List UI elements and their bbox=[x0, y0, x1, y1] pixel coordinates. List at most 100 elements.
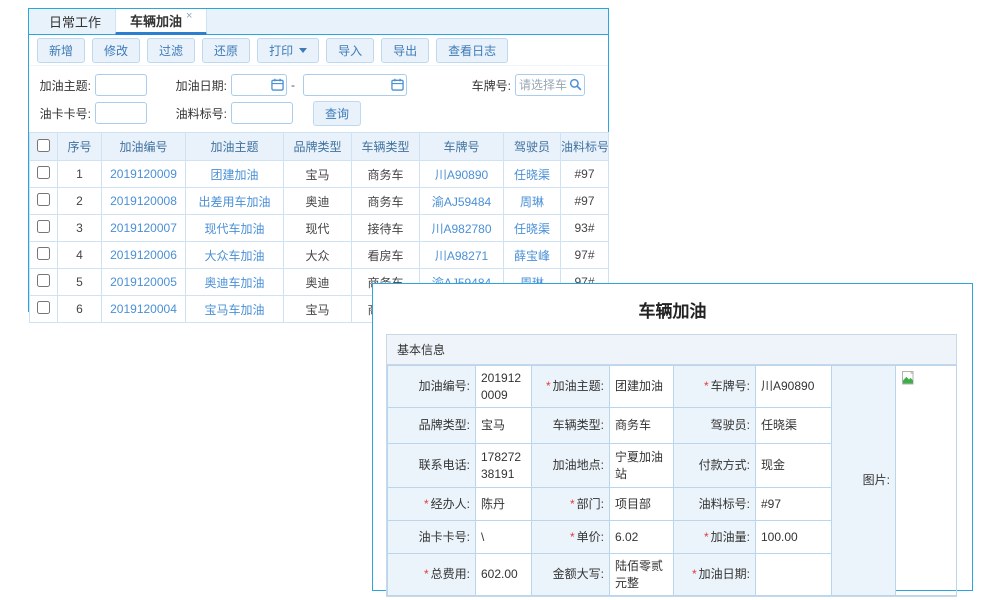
subject-label: * 加油主题: bbox=[531, 365, 610, 408]
plate-label: 车牌号: bbox=[471, 78, 511, 93]
detail-title: 车辆加油 bbox=[638, 302, 707, 321]
plate-link[interactable]: 川A98271 bbox=[434, 248, 489, 263]
subject-link[interactable]: 大众车加油 bbox=[204, 248, 265, 263]
import-button[interactable]: 导入 bbox=[326, 37, 375, 63]
location-label: 加油地点: bbox=[531, 443, 610, 488]
card-input[interactable] bbox=[95, 102, 147, 124]
filter-button[interactable]: 过滤 bbox=[147, 37, 196, 63]
price-label: * 单价: bbox=[531, 520, 610, 554]
fuel-id-label: 加油编号: bbox=[387, 365, 476, 408]
driver-link[interactable]: 任晓渠 bbox=[513, 221, 550, 236]
broken-image-icon bbox=[900, 370, 916, 389]
toolbar: 新增 修改 过滤 还原 打印 导入 导出 查看日志 bbox=[29, 35, 608, 66]
plate-select-input[interactable] bbox=[515, 74, 585, 96]
plate-select-wrap bbox=[515, 74, 585, 96]
row-checkbox[interactable] bbox=[37, 301, 50, 314]
subject-link[interactable]: 奥迪车加油 bbox=[204, 275, 265, 290]
fuel-id-link[interactable]: 2019120004 bbox=[110, 302, 177, 316]
amount-label: * 加油量: bbox=[673, 520, 756, 554]
detail-row: 加油编号: 2019120009 * 加油主题: 团建加油 * 车牌号: 川A908… bbox=[387, 365, 957, 596]
card-value: \ bbox=[475, 520, 532, 554]
grade-label: 油料标号: bbox=[175, 106, 227, 121]
date-from-wrap bbox=[231, 74, 287, 96]
row-checkbox[interactable] bbox=[37, 166, 50, 179]
required-mark: * bbox=[691, 567, 697, 582]
vtype-value: 商务车 bbox=[609, 407, 674, 444]
detail-row: 品牌类型: 宝马 车辆类型: 商务车 驾驶员: 任晓渠 bbox=[387, 407, 957, 444]
tab-vehicle-fuel[interactable]: 车辆加油 × bbox=[115, 9, 208, 35]
payment-value: 现金 bbox=[755, 443, 832, 488]
detail-row: 联系电话: 17827238191 加油地点: 宁夏加油站 付款方式: 现金 bbox=[387, 443, 957, 488]
subject-link[interactable]: 现代车加油 bbox=[204, 221, 265, 236]
subject-label: 加油主题: bbox=[39, 78, 91, 93]
card-label: 油卡卡号: bbox=[39, 106, 91, 121]
add-button[interactable]: 新增 bbox=[37, 37, 86, 63]
subject-link[interactable]: 团建加油 bbox=[210, 167, 259, 182]
plate-label: * 车牌号: bbox=[673, 365, 756, 408]
col-seq: 序号 bbox=[57, 132, 102, 161]
col-subject: 加油主题 bbox=[185, 132, 284, 161]
export-button[interactable]: 导出 bbox=[381, 37, 430, 63]
view-log-button[interactable]: 查看日志 bbox=[436, 37, 509, 63]
cell-brand: 宝马 bbox=[283, 160, 352, 188]
fuel-detail-panel: 车辆加油 基本信息 加油编号: 2019120009 * 加油主题: 团建加油 *… bbox=[372, 283, 973, 597]
phone-value: 17827238191 bbox=[475, 443, 532, 488]
plate-link[interactable]: 渝AJ59484 bbox=[431, 194, 492, 209]
table-row: 3 2019120007 现代车加油 现代 接待车 川A982780 任晓渠 9… bbox=[29, 214, 609, 242]
row-checkbox[interactable] bbox=[37, 220, 50, 233]
amount-value: 100.00 bbox=[755, 520, 832, 554]
subject-input[interactable] bbox=[95, 74, 147, 96]
fuel-id-link[interactable]: 2019120007 bbox=[110, 221, 177, 235]
grade-input[interactable] bbox=[231, 102, 293, 124]
phone-label: 联系电话: bbox=[387, 443, 476, 488]
search-icon[interactable] bbox=[569, 78, 582, 91]
search-row-1: 加油主题: 加油日期: - 车牌号: bbox=[29, 72, 608, 98]
edit-button[interactable]: 修改 bbox=[92, 37, 141, 63]
driver-link[interactable]: 周琳 bbox=[519, 194, 544, 209]
tab-bar: 日常工作 车辆加油 × bbox=[29, 9, 608, 35]
cell-seq: 6 bbox=[57, 295, 102, 323]
driver-link[interactable]: 薛宝峰 bbox=[513, 248, 550, 263]
subject-value: 团建加油 bbox=[609, 365, 674, 408]
plate-value: 川A90890 bbox=[755, 365, 832, 408]
col-grade: 油料标号 bbox=[560, 132, 609, 161]
restore-button[interactable]: 还原 bbox=[202, 37, 251, 63]
required-mark: * bbox=[423, 567, 429, 582]
fuel-id-link[interactable]: 2019120008 bbox=[110, 194, 177, 208]
driver-link[interactable]: 任晓渠 bbox=[513, 167, 550, 182]
select-all-cell bbox=[29, 132, 58, 161]
dept-value: 项目部 bbox=[609, 487, 674, 521]
fuel-id-link[interactable]: 2019120009 bbox=[110, 167, 177, 181]
subject-link[interactable]: 宝马车加油 bbox=[204, 302, 265, 317]
fuel-date-label: * 加油日期: bbox=[673, 553, 756, 596]
table-header-row: 序号 加油编号 加油主题 品牌类型 车辆类型 车牌号 驾驶员 油料标号 bbox=[29, 132, 609, 161]
fuel-id-link[interactable]: 2019120005 bbox=[110, 275, 177, 289]
cell-seq: 5 bbox=[57, 268, 102, 296]
row-checkbox[interactable] bbox=[37, 193, 50, 206]
cell-seq: 4 bbox=[57, 241, 102, 269]
col-brand: 品牌类型 bbox=[283, 132, 352, 161]
table-row: 1 2019120009 团建加油 宝马 商务车 川A90890 任晓渠 #97 bbox=[29, 160, 609, 188]
fuel-id-link[interactable]: 2019120006 bbox=[110, 248, 177, 262]
plate-link[interactable]: 川A982780 bbox=[431, 221, 492, 236]
query-button[interactable]: 查询 bbox=[313, 100, 362, 126]
tab-close-icon[interactable]: × bbox=[186, 9, 193, 22]
total-label: * 总费用: bbox=[387, 553, 476, 596]
plate-link[interactable]: 川A90890 bbox=[434, 167, 489, 182]
detail-row: * 经办人: 陈丹 * 部门: 项目部 油料标号: #97 bbox=[387, 487, 957, 521]
date-to-input[interactable] bbox=[303, 74, 407, 96]
calendar-icon[interactable] bbox=[271, 78, 284, 91]
fuel-list-panel: 日常工作 车辆加油 × 新增 修改 过滤 还原 打印 导入 导出 查看日志 加油… bbox=[28, 8, 609, 323]
subject-link[interactable]: 出差用车加油 bbox=[198, 194, 271, 209]
search-form: 加油主题: 加油日期: - 车牌号: bbox=[29, 66, 608, 131]
fuel-date-value bbox=[755, 553, 832, 596]
row-checkbox[interactable] bbox=[37, 247, 50, 260]
print-button[interactable]: 打印 bbox=[257, 37, 320, 63]
select-all-checkbox[interactable] bbox=[37, 138, 50, 152]
cell-seq: 1 bbox=[57, 160, 102, 188]
tab-daily-work[interactable]: 日常工作 bbox=[35, 9, 115, 34]
calendar-icon[interactable] bbox=[391, 78, 404, 91]
cell-brand: 大众 bbox=[283, 241, 352, 269]
row-checkbox[interactable] bbox=[37, 274, 50, 287]
cell-seq: 2 bbox=[57, 187, 102, 215]
